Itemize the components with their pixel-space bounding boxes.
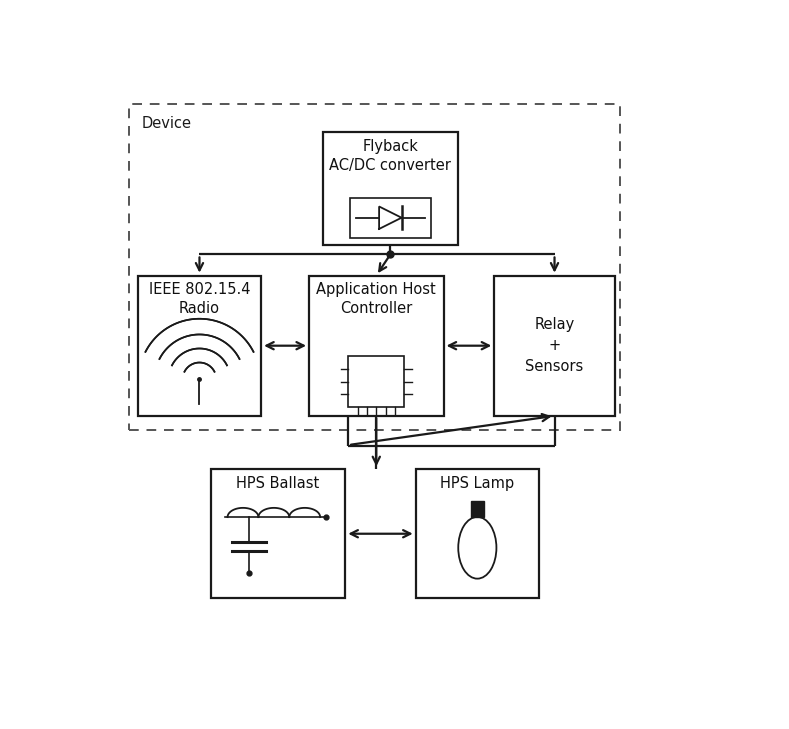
Text: Device: Device — [142, 116, 192, 130]
FancyBboxPatch shape — [416, 469, 539, 599]
Ellipse shape — [458, 517, 496, 579]
Text: HPS Ballast: HPS Ballast — [237, 476, 320, 491]
FancyBboxPatch shape — [494, 276, 615, 416]
FancyBboxPatch shape — [129, 104, 620, 430]
FancyBboxPatch shape — [211, 469, 346, 599]
Text: Flyback
AC/DC converter: Flyback AC/DC converter — [329, 139, 451, 173]
Text: Application Host
Controller: Application Host Controller — [316, 282, 436, 316]
FancyBboxPatch shape — [348, 356, 405, 407]
Polygon shape — [471, 501, 484, 517]
FancyBboxPatch shape — [138, 276, 261, 416]
Text: IEEE 802.15.4
Radio: IEEE 802.15.4 Radio — [149, 282, 250, 316]
Text: Relay
+
Sensors: Relay + Sensors — [525, 317, 584, 374]
Text: HPS Lamp: HPS Lamp — [440, 476, 514, 491]
FancyBboxPatch shape — [323, 133, 458, 245]
FancyBboxPatch shape — [350, 198, 431, 238]
FancyBboxPatch shape — [309, 276, 443, 416]
